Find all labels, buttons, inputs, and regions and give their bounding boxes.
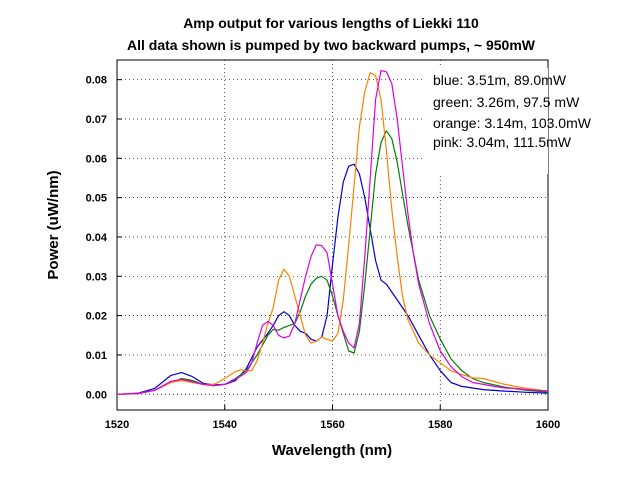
series-line-3 [116,70,549,395]
legend: blue: 3.51m, 89.0mW green: 3.26m, 97.5 m… [422,68,592,174]
chart-title: Amp output for various lengths of Liekki… [183,15,479,31]
x-axis-label: Wavelength (nm) [272,442,392,459]
legend-entry-green: green: 3.26m, 97.5 mW [433,94,580,110]
series-line-2 [116,72,549,395]
y-tick-label: 0.05 [86,193,107,205]
y-axis-label: Power (uW/nm) [45,170,62,279]
legend-box [422,68,548,174]
chart-subtitle: All data shown is pumped by two backward… [127,37,536,53]
x-tick-label: 1520 [105,419,129,431]
x-tick-label: 1540 [213,419,237,431]
y-tick-label: 0.02 [86,311,107,323]
y-tick-label: 0.06 [86,153,107,165]
axis-ticks: 1520 1540 1560 1580 1600 0.00 0.01 0.02 0.03 0.04… [86,75,561,431]
legend-entry-pink: pink: 3.04m, 111.5mW [433,134,572,150]
series-layer [116,70,549,395]
legend-entry-blue: blue: 3.51m, 89.0mW [433,72,567,88]
y-tick-label: 0.07 [86,114,107,126]
x-tick-label: 1580 [428,419,452,431]
x-tick-label: 1560 [320,419,344,431]
y-tick-label: 0.08 [86,75,107,87]
y-tick-label: 0.01 [86,350,107,362]
y-tick-label: 0.03 [86,271,107,283]
x-tick-label: 1600 [536,419,560,431]
y-tick-label: 0.00 [86,389,107,401]
series-line-0 [116,163,549,395]
y-tick-label: 0.04 [86,232,108,244]
legend-entry-orange: orange: 3.14m, 103.0mW [433,115,592,131]
